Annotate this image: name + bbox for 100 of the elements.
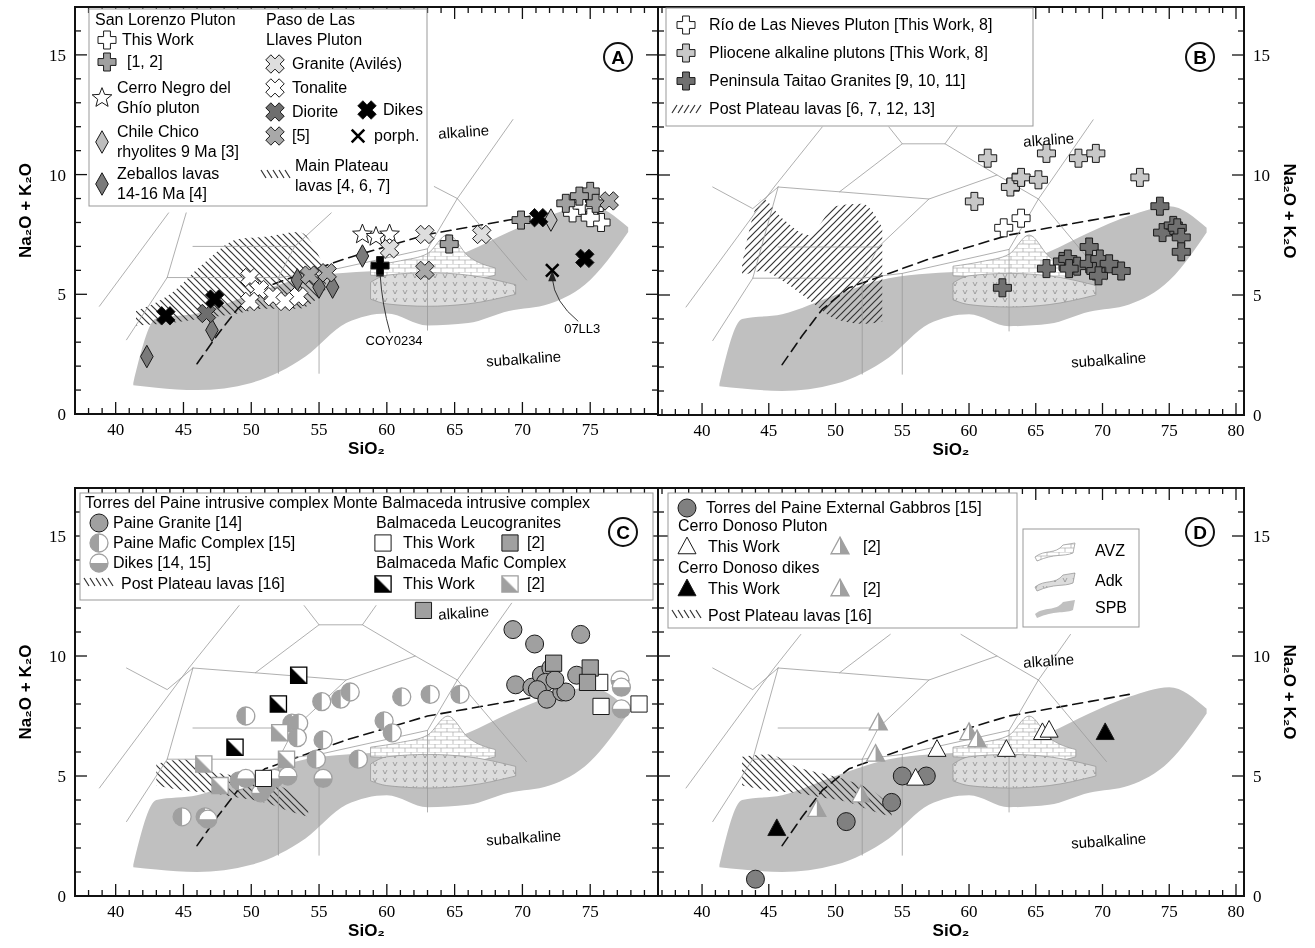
annotation: alkaline: [437, 602, 490, 623]
y-axis-title: Na₂O + K₂O: [16, 163, 35, 258]
legend-label: This Work: [403, 575, 476, 592]
legend-label: Diorite: [292, 103, 339, 120]
y2-tick-label: 0: [1253, 406, 1262, 425]
legend-label: Chile Chico rhyolites 9 Ma [3]: [117, 123, 239, 160]
y2-tick-label: 15: [1253, 527, 1270, 546]
legend-label: Paine Mafic Complex [15]: [113, 534, 296, 551]
y-tick-label: 10: [49, 165, 66, 185]
x-tick-label: 50: [827, 421, 845, 440]
x-tick-label: 50: [242, 420, 260, 439]
x-tick-label: 80: [1227, 902, 1245, 921]
annotation: alkaline: [1022, 129, 1075, 150]
x-tick-label: 75: [1160, 902, 1178, 921]
y2-tick-label: 5: [1253, 767, 1262, 786]
legend-label: Cerro Negro del Ghío pluton: [117, 79, 231, 116]
text: D: [1193, 522, 1207, 543]
legend-label: Paine Granite [14]: [113, 514, 242, 531]
x-tick-label: 60: [378, 902, 396, 921]
legend-label: porph.: [374, 127, 420, 144]
x-tick-label: 40: [693, 421, 711, 440]
x-tick-label: 40: [693, 902, 711, 921]
x-tick-label: 65: [446, 420, 464, 439]
annotation: Paso de Las Llaves Pluton: [266, 11, 363, 48]
x-tick-label: 45: [760, 421, 778, 440]
x-tick-label: 65: [1027, 902, 1045, 921]
annotation: subalkaline: [1070, 348, 1147, 371]
legend-label: Pliocene alkaline plutons [This Work, 8]: [709, 44, 988, 61]
legend-label: Tonalite: [292, 79, 348, 96]
y-tick-label: 0: [57, 887, 66, 906]
annotation: alkaline: [437, 121, 490, 142]
legend-label: [2]: [527, 575, 545, 592]
annotation: Post Plateau lavas [16]: [708, 607, 872, 624]
y2-tick-label: 10: [1253, 647, 1270, 666]
x-axis-title: SiO₂: [932, 440, 970, 459]
annotation: Post Plateau lavas [16]: [121, 575, 285, 592]
annotation: Post Plateau lavas [6, 7, 12, 13]: [709, 100, 935, 117]
y2-axis-title: Na₂O + K₂O: [1280, 644, 1299, 740]
x-tick-label: 50: [242, 902, 260, 921]
x-tick-label: 45: [174, 902, 192, 921]
x-tick-label: 40: [107, 902, 125, 921]
x-tick-label: 65: [446, 902, 464, 921]
x-axis-title: SiO₂: [932, 921, 970, 940]
y-tick-label: 0: [57, 405, 66, 424]
y-axis-title: Na₂O + K₂O: [16, 644, 35, 740]
annotation: Adk: [1095, 572, 1124, 589]
legend-label: [2]: [863, 538, 881, 555]
legend-label: This Work: [403, 534, 476, 551]
text: B: [1193, 47, 1207, 68]
y-tick-label: 15: [49, 527, 66, 546]
x-tick-label: 70: [513, 902, 531, 921]
legend-label: Peninsula Taitao Granites [9, 10, 11]: [709, 72, 966, 89]
annotation: Balmaceda Mafic Complex: [376, 554, 567, 571]
legend-label: [2]: [527, 534, 545, 551]
x-axis-title: SiO₂: [348, 439, 385, 458]
text: A: [611, 47, 626, 68]
annotation: 07LL3: [564, 321, 601, 337]
y-tick-label: 5: [57, 285, 66, 305]
annotation: Cerro Donoso Pluton: [678, 517, 828, 534]
y2-tick-label: 5: [1253, 286, 1262, 305]
y2-tick-label: 0: [1253, 887, 1262, 906]
legend-label: Dikes [14, 15]: [113, 554, 211, 571]
annotation: alkaline: [1022, 650, 1075, 671]
legend-label: This Work: [708, 580, 781, 597]
legend-label: This Work: [122, 31, 195, 48]
x-tick-label: 65: [1027, 421, 1045, 440]
y2-tick-label: 10: [1253, 166, 1270, 185]
x-tick-label: 75: [581, 420, 599, 439]
x-tick-label: 70: [513, 420, 531, 439]
y-tick-label: 15: [49, 45, 66, 65]
x-axis-title: SiO₂: [348, 921, 385, 940]
x-tick-label: 60: [960, 902, 978, 921]
annotation: Balmaceda Leucogranites: [376, 514, 562, 531]
y2-axis-title: Na₂O + K₂O: [1280, 163, 1299, 259]
text: C: [616, 522, 631, 543]
legend-label: [5]: [292, 127, 310, 144]
legend-label: Dikes: [383, 101, 424, 118]
annotation: Cerro Donoso dikes: [678, 559, 820, 576]
x-tick-label: 55: [310, 420, 328, 439]
x-tick-label: 55: [310, 902, 328, 921]
x-tick-label: 75: [1160, 421, 1178, 440]
x-tick-label: 70: [1094, 421, 1112, 440]
annotation: subalkaline: [485, 347, 562, 370]
legend-label: This Work: [708, 538, 781, 555]
x-tick-label: 60: [960, 421, 978, 440]
legend-label: Torres del Paine External Gabbros [15]: [706, 499, 982, 516]
y-tick-label: 10: [49, 647, 66, 666]
legend-label: Granite (Avilés): [292, 55, 402, 72]
x-tick-label: 55: [893, 902, 911, 921]
annotation: subalkaline: [1070, 829, 1147, 852]
y-tick-label: 5: [57, 767, 66, 786]
y2-tick-label: 15: [1253, 46, 1270, 65]
x-tick-label: 70: [1094, 902, 1112, 921]
x-tick-label: 40: [107, 420, 125, 439]
annotation: subalkaline: [485, 826, 562, 849]
x-tick-label: 75: [581, 902, 599, 921]
annotation: COY0234: [365, 332, 423, 348]
legend-label: Río de Las Nieves Pluton [This Work, 8]: [709, 16, 993, 33]
legend-label: [1, 2]: [127, 53, 163, 70]
x-tick-label: 45: [760, 902, 778, 921]
